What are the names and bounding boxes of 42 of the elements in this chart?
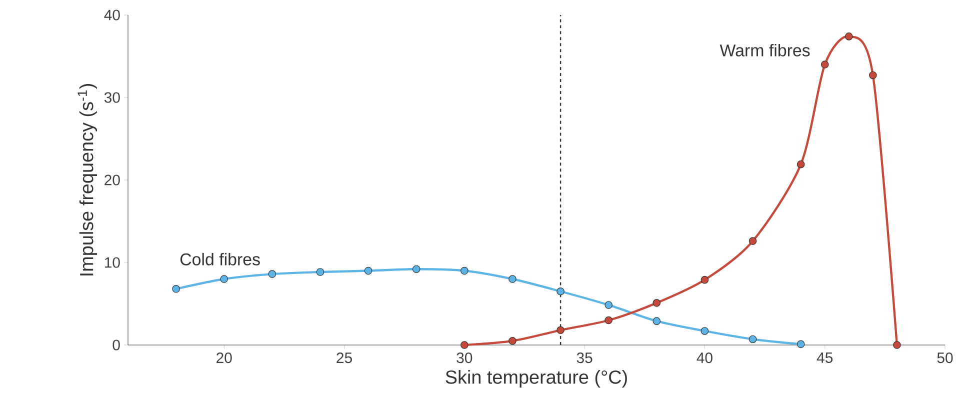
- point: [556, 287, 564, 296]
- x-tick-label: 40: [696, 352, 712, 364]
- point: [508, 275, 516, 283]
- point: [893, 341, 901, 349]
- point: [220, 275, 228, 283]
- point: [652, 317, 661, 325]
- x-tick-label: 30: [456, 352, 472, 364]
- point: [820, 60, 829, 68]
- point: [700, 327, 709, 335]
- y-tick-label: 0: [112, 340, 120, 350]
- point: [748, 335, 757, 344]
- x-tick-label: 25: [336, 352, 352, 364]
- point: [556, 326, 564, 334]
- x-tick-label: 20: [216, 352, 232, 364]
- y-tick-label: 20: [104, 174, 120, 186]
- point: [796, 160, 805, 168]
- series-label: Cold fibres: [180, 252, 260, 266]
- point: [508, 336, 516, 345]
- point: [460, 266, 468, 275]
- point: [604, 301, 612, 309]
- point: [268, 270, 276, 278]
- point: [748, 237, 757, 245]
- y-axis-title: Impulse frequency (s$^{-1}$): [78, 84, 98, 276]
- point: [460, 341, 468, 349]
- x-tick-label: 35: [576, 352, 592, 364]
- point: [172, 285, 180, 293]
- point: [869, 71, 877, 80]
- point: [652, 299, 661, 307]
- y-tick-label: 30: [104, 92, 120, 103]
- point: [844, 32, 853, 40]
- y-tick-label: 10: [105, 257, 120, 268]
- point: [604, 316, 612, 324]
- x-tick-label: 45: [816, 352, 833, 363]
- y-tick-label: 40: [104, 10, 120, 20]
- point: [316, 268, 324, 276]
- point: [412, 265, 420, 273]
- point: [796, 340, 805, 348]
- point: [700, 276, 709, 284]
- x-tick-label: 50: [937, 352, 953, 364]
- x-axis-title: Skin temperature (°C): [446, 370, 627, 388]
- series-label: Warm fibres: [720, 44, 810, 56]
- point: [364, 266, 372, 275]
